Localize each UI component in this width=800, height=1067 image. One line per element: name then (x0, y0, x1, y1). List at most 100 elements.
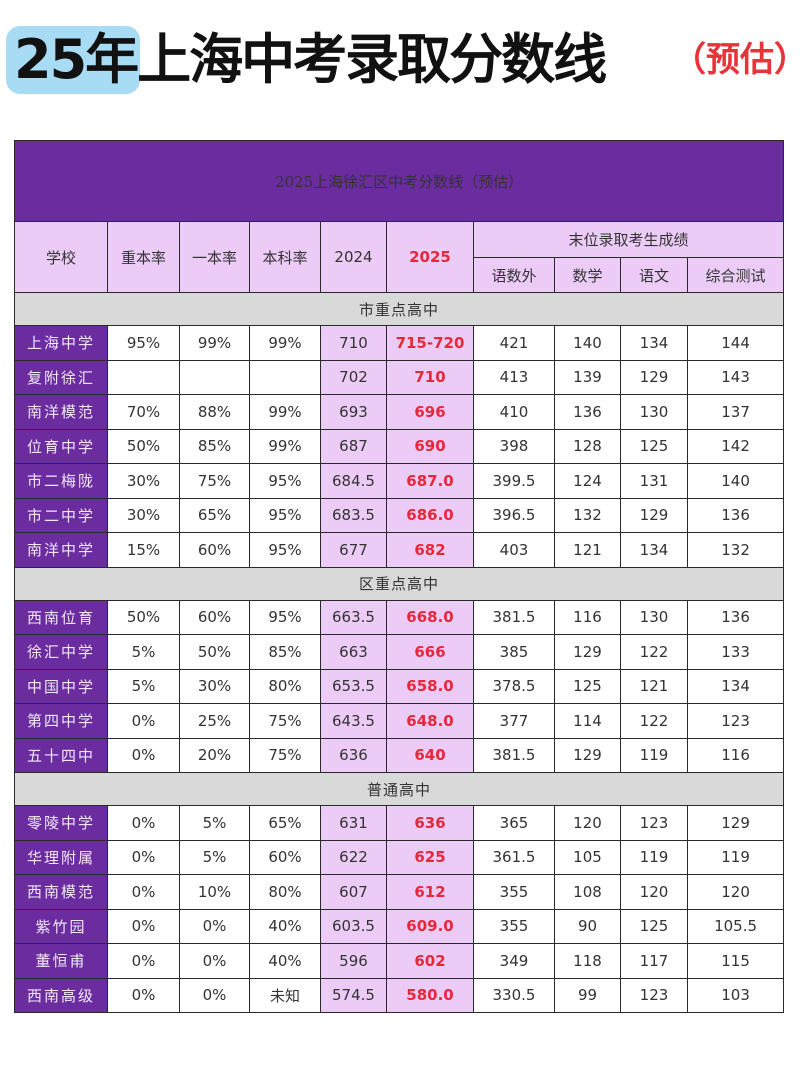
table-row: 南洋中学 15% 60% 95% 677 682 403 121 134 132 (14, 532, 785, 568)
headline-title: 25年上海中考录取分数线 (14, 24, 607, 96)
chinese-cell: 130 (620, 394, 688, 430)
score-table: 2025上海徐汇区中考分数线（预估） 学校 重本率 一本率 本科率 2024 2… (13, 140, 785, 1013)
chn-math-eng-cell: 410 (473, 394, 555, 430)
math-cell: 128 (554, 428, 621, 464)
key-rate-cell: 70% (107, 394, 180, 430)
school-cell: 零陵中学 (14, 805, 108, 841)
table-row: 华理附属 0% 5% 60% 622 625 361.5 105 119 119 (14, 839, 785, 875)
table-row: 西南位育 50% 60% 95% 663.5 668.0 381.5 116 130 136 (14, 599, 785, 635)
chinese-cell: 119 (620, 737, 688, 773)
chn-math-eng-cell: 396.5 (473, 497, 555, 533)
score-2024-cell: 710 (320, 325, 387, 361)
key-rate-cell: 0% (107, 703, 180, 739)
chn-math-eng-cell: 381.5 (473, 737, 555, 773)
chn-math-eng-cell: 355 (473, 874, 555, 910)
score-2024-cell: 677 (320, 532, 387, 568)
table-row: 南洋模范 70% 88% 99% 693 696 410 136 130 137 (14, 394, 785, 430)
score-2025-cell: 682 (386, 532, 474, 568)
table-row: 零陵中学 0% 5% 65% 631 636 365 120 123 129 (14, 805, 785, 841)
math-cell: 139 (554, 359, 621, 395)
math-cell: 99 (554, 977, 621, 1013)
tier1-rate-cell: 5% (179, 805, 250, 841)
bachelor-rate-cell: 75% (249, 703, 321, 739)
key-rate-cell: 30% (107, 497, 180, 533)
chn-math-eng-cell: 399.5 (473, 463, 555, 499)
headline-year: 25年 (14, 28, 139, 91)
key-rate-cell: 50% (107, 599, 180, 635)
comprehensive-cell: 140 (686, 463, 785, 499)
table-row: 市二中学 30% 65% 95% 683.5 686.0 396.5 132 129 136 (14, 497, 785, 533)
tier1-rate-cell: 10% (179, 874, 250, 910)
section-row: 普通高中 (13, 772, 785, 806)
header-school: 学校 (14, 221, 108, 293)
school-cell: 五十四中 (14, 737, 108, 773)
chinese-cell: 130 (620, 599, 688, 635)
chinese-cell: 125 (620, 428, 688, 464)
chinese-cell: 117 (620, 943, 688, 979)
score-2025-cell: 696 (386, 394, 474, 430)
key-rate-cell: 15% (107, 532, 180, 568)
comprehensive-cell: 132 (686, 532, 785, 568)
header-2024: 2024 (320, 221, 387, 293)
chn-math-eng-cell: 349 (473, 943, 555, 979)
math-cell: 129 (554, 634, 621, 670)
tier1-rate-cell: 88% (179, 394, 250, 430)
score-2025-cell: 602 (386, 943, 474, 979)
table-row: 位育中学 50% 85% 99% 687 690 398 128 125 142 (14, 428, 785, 464)
table-row: 西南模范 0% 10% 80% 607 612 355 108 120 120 (14, 874, 785, 910)
math-cell: 140 (554, 325, 621, 361)
key-rate-cell: 0% (107, 874, 180, 910)
tier1-rate-cell: 60% (179, 599, 250, 635)
score-2024-cell: 702 (320, 359, 387, 395)
score-2025-cell: 648.0 (386, 703, 474, 739)
table-row: 徐汇中学 5% 50% 85% 663 666 385 129 122 133 (14, 634, 785, 670)
bachelor-rate-cell: 95% (249, 599, 321, 635)
score-2025-cell: 710 (386, 359, 474, 395)
key-rate-cell: 0% (107, 737, 180, 773)
score-2024-cell: 607 (320, 874, 387, 910)
math-cell: 132 (554, 497, 621, 533)
bachelor-rate-cell: 99% (249, 428, 321, 464)
header-comprehensive: 综合测试 (686, 257, 785, 293)
school-cell: 西南高级 (14, 977, 108, 1013)
section-label: 市重点高中 (13, 292, 785, 326)
table-row: 上海中学 95% 99% 99% 710 715-720 421 140 134 144 (14, 325, 785, 361)
school-cell: 市二梅陇 (14, 463, 108, 499)
tier1-rate-cell: 65% (179, 497, 250, 533)
chn-math-eng-cell: 421 (473, 325, 555, 361)
score-2025-cell: 686.0 (386, 497, 474, 533)
header-bachelor-rate: 本科率 (249, 221, 321, 293)
comprehensive-cell: 144 (686, 325, 785, 361)
chn-math-eng-cell: 398 (473, 428, 555, 464)
score-2025-cell: 636 (386, 805, 474, 841)
math-cell: 108 (554, 874, 621, 910)
comprehensive-cell: 136 (686, 599, 785, 635)
bachelor-rate-cell: 40% (249, 908, 321, 944)
table-row: 西南高级 0% 0% 未知 574.5 580.0 330.5 99 123 103 (14, 977, 785, 1013)
math-cell: 121 (554, 532, 621, 568)
bachelor-rate-cell (249, 359, 321, 395)
comprehensive-cell: 103 (686, 977, 785, 1013)
score-2024-cell: 574.5 (320, 977, 387, 1013)
table-row: 紫竹园 0% 0% 40% 603.5 609.0 355 90 125 105.5 (14, 908, 785, 944)
header-chn-math-eng: 语数外 (473, 257, 555, 293)
score-2024-cell: 636 (320, 737, 387, 773)
bachelor-rate-cell: 75% (249, 737, 321, 773)
math-cell: 90 (554, 908, 621, 944)
score-2024-cell: 684.5 (320, 463, 387, 499)
key-rate-cell: 0% (107, 908, 180, 944)
math-cell: 125 (554, 668, 621, 704)
school-cell: 西南位育 (14, 599, 108, 635)
score-2025-cell: 690 (386, 428, 474, 464)
section-label: 区重点高中 (13, 566, 785, 601)
score-2025-cell: 640 (386, 737, 474, 773)
section-row: 市重点高中 (13, 292, 785, 326)
headline-estimate-tag: （预估） (672, 40, 800, 80)
bachelor-rate-cell: 99% (249, 325, 321, 361)
score-2025-cell: 609.0 (386, 908, 474, 944)
score-2025-cell: 580.0 (386, 977, 474, 1013)
header-math: 数学 (554, 257, 621, 293)
key-rate-cell: 95% (107, 325, 180, 361)
score-2024-cell: 663.5 (320, 599, 387, 635)
school-cell: 西南模范 (14, 874, 108, 910)
